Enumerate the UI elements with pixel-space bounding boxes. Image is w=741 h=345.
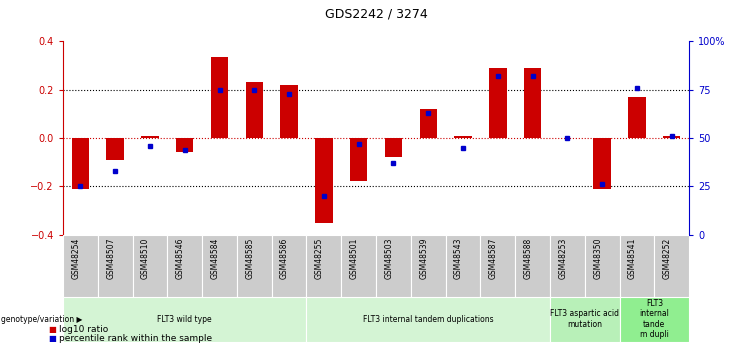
Bar xyxy=(142,136,159,138)
Bar xyxy=(307,235,342,297)
Bar xyxy=(211,57,228,138)
Text: FLT3 aspartic acid
mutation: FLT3 aspartic acid mutation xyxy=(551,309,619,329)
Text: genotype/variation ▶: genotype/variation ▶ xyxy=(1,315,82,324)
Text: GSM48585: GSM48585 xyxy=(245,238,254,279)
Bar xyxy=(133,235,167,297)
Bar xyxy=(202,235,237,297)
Text: GSM48510: GSM48510 xyxy=(141,238,150,279)
Text: FLT3 internal tandem duplications: FLT3 internal tandem duplications xyxy=(363,315,494,324)
Bar xyxy=(524,68,541,138)
Bar xyxy=(663,136,680,138)
Bar xyxy=(107,138,124,160)
Bar xyxy=(342,235,376,297)
Text: GSM48541: GSM48541 xyxy=(628,238,637,279)
Text: GSM48254: GSM48254 xyxy=(71,238,80,279)
Text: percentile rank within the sample: percentile rank within the sample xyxy=(59,334,213,343)
Text: ■: ■ xyxy=(48,334,56,343)
Text: GSM48539: GSM48539 xyxy=(419,238,428,279)
Bar xyxy=(280,85,298,138)
Bar xyxy=(445,235,480,297)
Text: GSM48546: GSM48546 xyxy=(176,238,185,279)
Text: GSM48350: GSM48350 xyxy=(593,238,602,279)
Bar xyxy=(176,138,193,152)
Bar xyxy=(654,235,689,297)
Bar xyxy=(454,136,472,138)
Bar xyxy=(63,297,307,342)
Text: FLT3
internal
tande
m dupli: FLT3 internal tande m dupli xyxy=(639,299,669,339)
Text: GDS2242 / 3274: GDS2242 / 3274 xyxy=(325,8,428,21)
Bar xyxy=(167,235,202,297)
Bar xyxy=(315,138,333,223)
Bar xyxy=(480,235,515,297)
Text: GSM48253: GSM48253 xyxy=(559,238,568,279)
Bar xyxy=(594,138,611,189)
Bar xyxy=(419,109,437,138)
Bar xyxy=(619,235,654,297)
Bar xyxy=(376,235,411,297)
Bar xyxy=(385,138,402,157)
Text: log10 ratio: log10 ratio xyxy=(59,325,108,334)
Text: GSM48503: GSM48503 xyxy=(385,238,393,279)
Bar xyxy=(63,235,98,297)
Text: GSM48584: GSM48584 xyxy=(210,238,219,279)
Text: GSM48507: GSM48507 xyxy=(106,238,115,279)
Bar xyxy=(515,235,550,297)
Text: GSM48586: GSM48586 xyxy=(280,238,289,279)
Text: GSM48255: GSM48255 xyxy=(315,238,324,279)
Bar xyxy=(550,297,619,342)
Text: FLT3 wild type: FLT3 wild type xyxy=(157,315,212,324)
Bar xyxy=(619,297,689,342)
Bar xyxy=(307,297,550,342)
Bar xyxy=(585,235,619,297)
Bar xyxy=(489,68,507,138)
Bar xyxy=(98,235,133,297)
Text: GSM48588: GSM48588 xyxy=(524,238,533,279)
Bar xyxy=(245,82,263,138)
Bar xyxy=(72,138,89,189)
Bar xyxy=(628,97,645,138)
Text: GSM48587: GSM48587 xyxy=(489,238,498,279)
Bar xyxy=(350,138,368,181)
Text: GSM48252: GSM48252 xyxy=(662,238,672,279)
Bar xyxy=(272,235,307,297)
Text: GSM48543: GSM48543 xyxy=(454,238,463,279)
Bar xyxy=(411,235,445,297)
Bar xyxy=(550,235,585,297)
Text: GSM48501: GSM48501 xyxy=(350,238,359,279)
Text: ■: ■ xyxy=(48,325,56,334)
Bar xyxy=(237,235,272,297)
